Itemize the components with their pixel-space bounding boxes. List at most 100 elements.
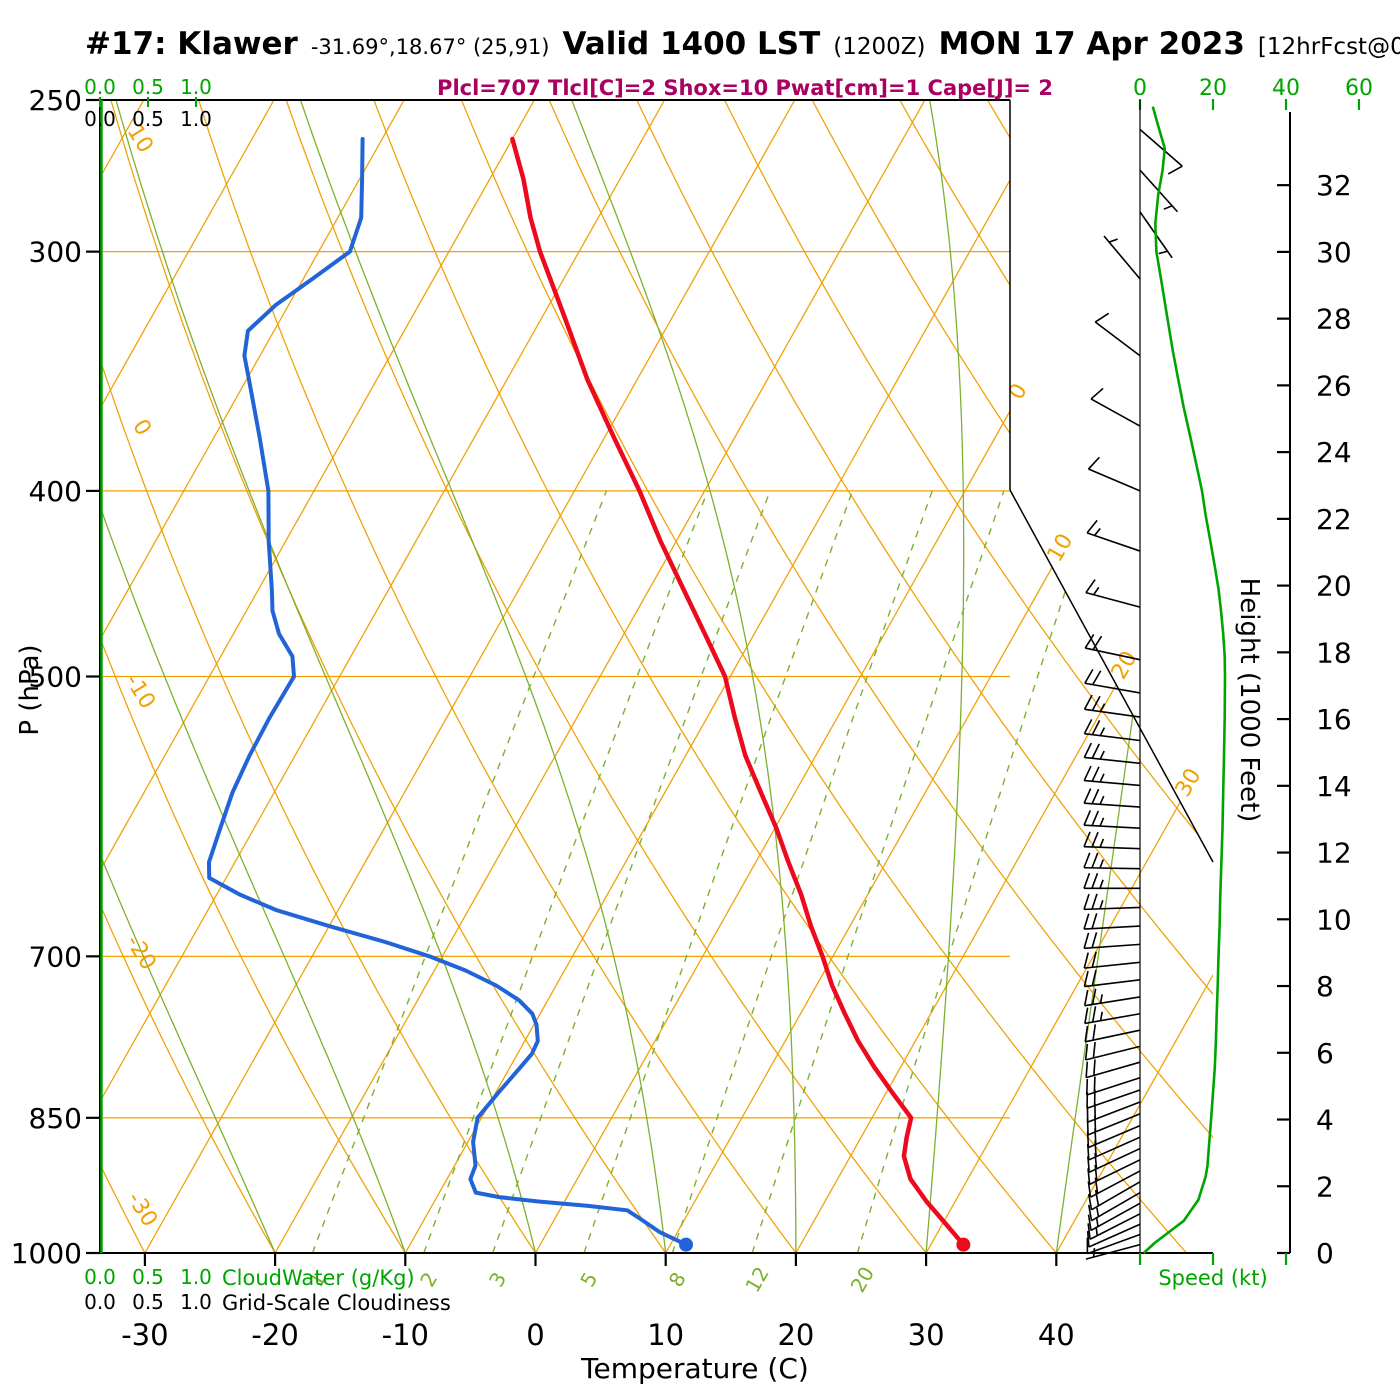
valid-time: Valid 1400 LST bbox=[562, 26, 821, 62]
isotherm-line bbox=[1055, 100, 1213, 1253]
wind-barb-full bbox=[1091, 766, 1100, 782]
temperature-tick-label: -30 bbox=[121, 1318, 168, 1352]
cloudiness-scale-label: 0.0 bbox=[84, 107, 116, 131]
mixing-ratio-line bbox=[856, 490, 1099, 1253]
wind-panel bbox=[1083, 100, 1183, 1260]
pressure-tick-label: 700 bbox=[29, 940, 82, 973]
wind-barb bbox=[1083, 913, 1141, 930]
wind-barb-full bbox=[1084, 1043, 1089, 1060]
wind-barb-full bbox=[1090, 387, 1104, 400]
dry-adiabat-label: -30 bbox=[122, 1188, 162, 1232]
wind-barb-half bbox=[1099, 859, 1104, 869]
pressure-tick-label: 500 bbox=[29, 661, 82, 694]
wind-barb-full bbox=[1094, 1177, 1099, 1194]
wind-barb-staff bbox=[1088, 1147, 1141, 1173]
height-tick-label: 4 bbox=[1316, 1104, 1334, 1137]
speed-axis-label: Speed (kt) bbox=[1158, 1266, 1268, 1290]
height-tick-label: 12 bbox=[1316, 837, 1352, 870]
wind-barb bbox=[1083, 932, 1141, 950]
wind-barb-full bbox=[1091, 913, 1098, 929]
cloudwater-scale-label: 0.0 bbox=[84, 75, 116, 99]
cloudiness-scale-label-bottom: 1.0 bbox=[180, 1290, 212, 1314]
moist-adiabat-line bbox=[925, 100, 965, 1253]
wind-barb bbox=[1087, 1181, 1141, 1211]
temperature-tick-label: -20 bbox=[251, 1318, 298, 1352]
wind-barb bbox=[1083, 694, 1141, 718]
wind-barb bbox=[1083, 988, 1141, 1007]
wind-barb bbox=[1087, 1191, 1141, 1222]
wind-barb-full bbox=[1087, 1181, 1092, 1198]
wind-barb-full bbox=[1091, 831, 1099, 848]
wind-barb-full bbox=[1091, 969, 1097, 986]
speed-tick-label: 20 bbox=[1199, 76, 1227, 101]
wind-barb bbox=[1084, 1024, 1141, 1043]
cloudiness-scale-label: 0.5 bbox=[132, 107, 164, 131]
mixing-ratio-line bbox=[583, 490, 854, 1253]
wind-barb-staff bbox=[1084, 708, 1141, 718]
surface-temp-dot bbox=[956, 1237, 971, 1252]
wind-barb-half bbox=[1099, 879, 1104, 889]
wind-barb-half bbox=[1099, 773, 1105, 783]
wind-barb-staff bbox=[1091, 1191, 1141, 1222]
dry-adiabat-line bbox=[723, 100, 1213, 1253]
wind-barb-full bbox=[1086, 519, 1098, 534]
dry-adiabat-line bbox=[198, 100, 797, 1253]
wind-barb-full bbox=[1083, 932, 1090, 949]
height-tick-label: 6 bbox=[1316, 1037, 1334, 1070]
wind-barb-full bbox=[1093, 1076, 1096, 1093]
wind-barb-staff bbox=[1090, 398, 1141, 427]
wind-barb bbox=[1084, 668, 1141, 694]
mixing-ratio-line bbox=[423, 490, 709, 1253]
wind-barb-staff bbox=[1084, 961, 1141, 969]
wind-barb-staff bbox=[1085, 591, 1141, 608]
wind-barb bbox=[1083, 765, 1141, 787]
mixing-ratio-label: 12 bbox=[740, 1262, 774, 1296]
height-tick-label: 24 bbox=[1316, 436, 1352, 469]
wind-barb-staff bbox=[1139, 128, 1183, 167]
wind-barb-full bbox=[1087, 456, 1100, 470]
moist-adiabat-line bbox=[299, 100, 667, 1253]
wind-barb-half bbox=[1163, 205, 1173, 210]
wind-barb bbox=[1086, 1223, 1141, 1248]
wind-barb-staff bbox=[1084, 1012, 1141, 1025]
isobar-grid bbox=[100, 251, 1010, 1119]
wind-barb bbox=[1085, 1243, 1141, 1260]
wind-barb-full bbox=[1091, 1006, 1097, 1023]
height-tick-label: 10 bbox=[1316, 903, 1352, 936]
wind-barb-full bbox=[1092, 1024, 1097, 1041]
wind-barb bbox=[1090, 387, 1141, 427]
wind-barb-staff bbox=[1084, 943, 1141, 950]
wind-barb-staff bbox=[1084, 824, 1141, 829]
wind-barb-full bbox=[1091, 810, 1100, 826]
wind-barb-full bbox=[1083, 831, 1091, 848]
dewpoint-curve bbox=[207, 137, 688, 1247]
mixing-ratio-label: 8 bbox=[664, 1268, 691, 1291]
wind-barb bbox=[1085, 1059, 1141, 1079]
dry-adiabat-line bbox=[100, 100, 276, 1253]
mixing-ratio-label: 3 bbox=[484, 1268, 511, 1291]
wind-barb-full bbox=[1091, 872, 1099, 889]
wind-barb-staff bbox=[1089, 1159, 1141, 1186]
wind-barb-half bbox=[1099, 994, 1103, 1004]
cloudwater-scale-label: 0.5 bbox=[132, 75, 164, 99]
wind-barb-staff bbox=[1094, 321, 1141, 357]
pressure-tick-label: 300 bbox=[29, 236, 82, 269]
wind-barb bbox=[1083, 831, 1141, 850]
cloudwater-scale-label-bottom: 0.5 bbox=[132, 1265, 164, 1289]
wind-barb-full bbox=[1091, 743, 1100, 759]
wind-barb-half bbox=[1099, 1011, 1103, 1021]
wind-barb-full bbox=[1091, 695, 1101, 711]
wind-barb-staff bbox=[1086, 1089, 1141, 1109]
wind-barb-half bbox=[1099, 817, 1105, 827]
temperature-tick-label: 20 bbox=[777, 1318, 814, 1352]
dry-adiabat-line bbox=[373, 100, 1057, 1253]
wind-barb-staff bbox=[1085, 647, 1141, 661]
wind-barb bbox=[1083, 852, 1141, 870]
wind-barb-full bbox=[1091, 932, 1098, 948]
temperature-axis-label: Temperature (C) bbox=[581, 1352, 809, 1385]
height-tick-label: 32 bbox=[1316, 169, 1352, 202]
wind-barb-full bbox=[1092, 635, 1103, 651]
wind-barb-full bbox=[1085, 1079, 1089, 1096]
wind-barb-staff bbox=[1085, 1045, 1141, 1061]
